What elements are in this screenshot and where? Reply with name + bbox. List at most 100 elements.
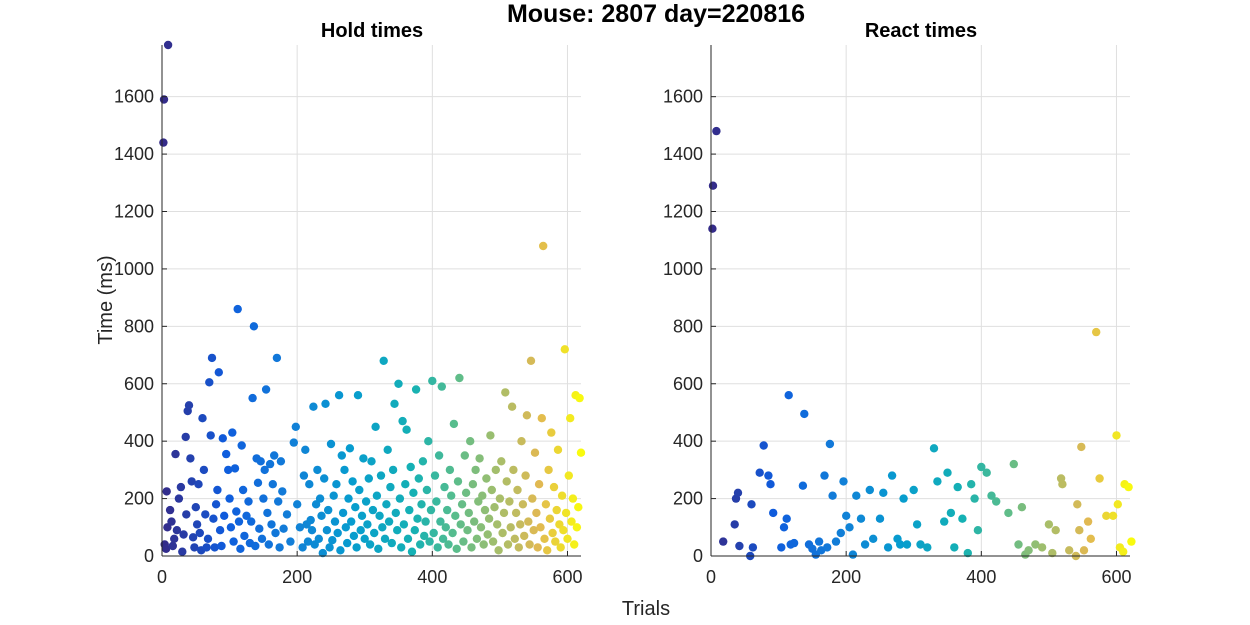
hold-times-point bbox=[299, 471, 309, 480]
hold-times-point bbox=[494, 546, 503, 555]
react-times-y-tick-label: 1200 bbox=[663, 202, 703, 222]
hold-times-point bbox=[407, 547, 417, 556]
hold-times-point bbox=[264, 540, 273, 549]
react-times-point bbox=[869, 534, 878, 543]
hold-times-point bbox=[488, 537, 498, 546]
hold-times-point bbox=[482, 474, 491, 483]
react-times-point bbox=[958, 514, 967, 523]
hold-times-point bbox=[379, 356, 388, 365]
hold-times-point bbox=[240, 531, 249, 541]
hold-times-point bbox=[228, 428, 237, 437]
hold-times-point bbox=[184, 401, 194, 410]
react-times-point bbox=[784, 391, 793, 400]
hold-times-point bbox=[322, 526, 332, 535]
react-times-point bbox=[1086, 534, 1096, 543]
hold-times-point bbox=[453, 477, 463, 486]
react-times-point bbox=[940, 517, 949, 526]
react-times-point bbox=[899, 494, 908, 503]
hold-times-point bbox=[395, 494, 405, 503]
react-times-title: React times bbox=[865, 20, 977, 42]
hold-times-point bbox=[215, 526, 225, 535]
hold-times-point bbox=[188, 533, 198, 542]
react-times-point bbox=[1051, 526, 1060, 535]
react-times-point bbox=[825, 439, 835, 449]
hold-times-point bbox=[438, 534, 448, 543]
react-times-point bbox=[943, 468, 952, 477]
hold-times-point bbox=[510, 534, 519, 543]
react-times-point bbox=[730, 520, 739, 529]
hold-times-point bbox=[424, 437, 433, 446]
hold-times-x-tick-label: 400 bbox=[417, 567, 447, 587]
hold-times-point bbox=[244, 497, 253, 506]
hold-times-point bbox=[174, 494, 184, 503]
hold-times-point bbox=[230, 464, 240, 473]
hold-times-point bbox=[291, 422, 300, 431]
hold-times-point bbox=[493, 520, 502, 529]
hold-times-point bbox=[429, 528, 438, 538]
react-times-point bbox=[912, 520, 922, 529]
hold-times-point bbox=[559, 526, 568, 535]
hold-times-point bbox=[333, 528, 342, 538]
hold-times-point bbox=[518, 500, 528, 509]
hold-times-point bbox=[520, 531, 529, 541]
hold-times-point bbox=[387, 538, 396, 548]
hold-times-point bbox=[499, 508, 509, 518]
react-times-point bbox=[845, 523, 854, 532]
hold-times-point bbox=[568, 494, 578, 503]
hold-times-point bbox=[301, 445, 310, 454]
react-times-point bbox=[950, 543, 959, 552]
hold-times-point bbox=[165, 505, 175, 515]
hold-times-point bbox=[505, 497, 514, 506]
hold-times-point bbox=[307, 526, 317, 535]
hold-times-point bbox=[298, 543, 307, 552]
hold-times-x-tick-label: 600 bbox=[552, 567, 582, 587]
hold-times-point bbox=[238, 485, 248, 495]
react-times-point bbox=[1048, 548, 1057, 558]
hold-times-point bbox=[356, 526, 365, 535]
hold-times-point bbox=[552, 505, 561, 515]
hold-times-point bbox=[361, 497, 371, 506]
hold-times-point bbox=[326, 439, 336, 449]
react-times-point bbox=[856, 514, 866, 523]
hold-times-point bbox=[528, 494, 537, 503]
react-times-point bbox=[820, 471, 829, 480]
hold-times-y-tick-label: 200 bbox=[124, 489, 154, 509]
hold-times-point bbox=[167, 517, 176, 526]
react-times-point bbox=[953, 482, 962, 492]
hold-times-point bbox=[355, 485, 364, 495]
hold-times-point bbox=[334, 391, 344, 400]
hold-times-point bbox=[445, 465, 455, 475]
hold-times-point bbox=[421, 517, 430, 526]
hold-times-point bbox=[199, 465, 209, 475]
react-times-y-tick-label: 1400 bbox=[663, 144, 703, 164]
react-times-point bbox=[779, 523, 789, 532]
hold-times-point bbox=[305, 480, 314, 489]
figure-title: Mouse: 2807 day=220816 bbox=[507, 0, 805, 28]
hold-times-point bbox=[332, 480, 341, 489]
hold-times-point bbox=[498, 528, 507, 538]
react-times-point bbox=[735, 541, 744, 551]
hold-times-point bbox=[513, 485, 522, 495]
react-times-y-tick-label: 0 bbox=[693, 546, 703, 566]
hold-times-point bbox=[324, 505, 333, 515]
hold-times-point bbox=[398, 416, 407, 426]
hold-times-point bbox=[547, 428, 556, 437]
hold-times-point bbox=[159, 138, 168, 147]
react-times-point bbox=[1031, 540, 1040, 549]
react-times-point bbox=[747, 500, 756, 509]
hold-times-point bbox=[218, 434, 227, 443]
hold-times-point bbox=[349, 531, 359, 541]
hold-times-point bbox=[530, 448, 540, 457]
hold-times-point bbox=[194, 480, 203, 489]
hold-times-point bbox=[564, 471, 573, 480]
hold-times-point bbox=[268, 480, 277, 489]
hold-times-point bbox=[359, 454, 368, 463]
react-times-y-tick-label: 1000 bbox=[663, 259, 703, 279]
react-times-y-tick-labels: 0 200 400 600 800 1000 1200 1400 1600 bbox=[663, 87, 703, 566]
hold-times-point bbox=[233, 304, 242, 314]
hold-times-point bbox=[198, 414, 207, 423]
hold-times-point bbox=[267, 520, 276, 529]
hold-times-point bbox=[265, 459, 275, 469]
hold-times-point bbox=[441, 523, 450, 532]
hold-times-point bbox=[426, 505, 436, 515]
